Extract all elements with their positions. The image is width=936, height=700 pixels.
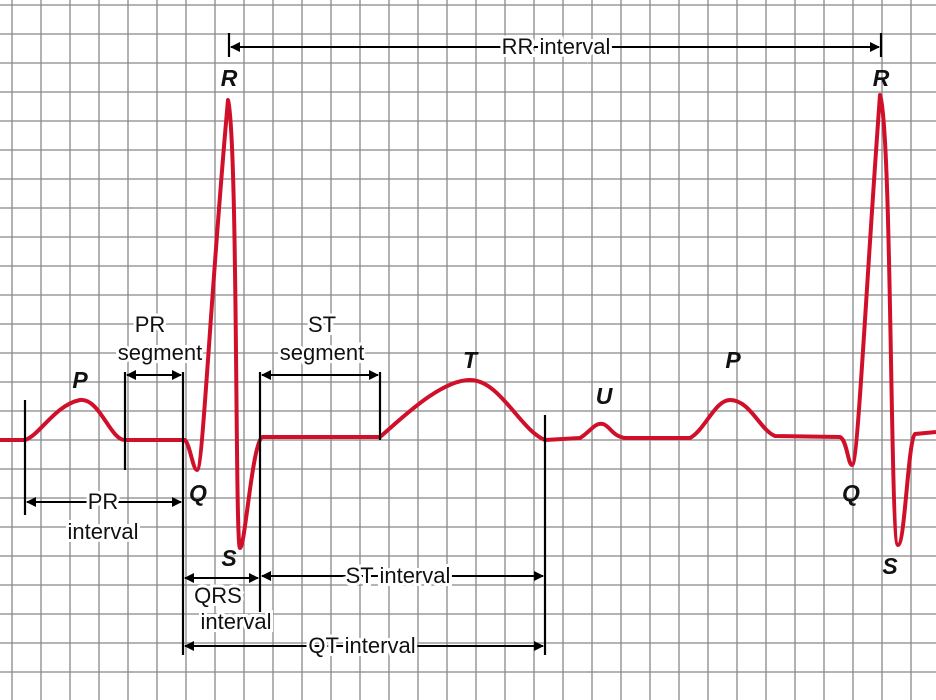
interval-label: ST [308, 312, 336, 337]
interval-label: QRS [194, 583, 242, 608]
interval-label: interval [201, 609, 272, 634]
wave-label: S [221, 545, 237, 571]
wave-label: Q [842, 480, 860, 506]
interval-label: QT interval [308, 633, 415, 658]
wave-label: U [596, 383, 614, 409]
interval-label: ST interval [346, 563, 451, 588]
wave-label: T [463, 347, 479, 373]
ecg-trace [0, 93, 936, 550]
wave-label: P [72, 367, 88, 393]
wave-label: R [873, 65, 890, 91]
wave-label: P [725, 347, 741, 373]
interval-label: segment [280, 340, 364, 365]
wave-label: R [221, 65, 238, 91]
interval-label: interval [68, 519, 139, 544]
markers [23, 33, 883, 655]
interval-label: PR [88, 489, 119, 514]
wave-label: Q [189, 480, 207, 506]
interval-label: PR [135, 312, 166, 337]
wave-label: S [882, 553, 898, 579]
interval-label: RR interval [502, 34, 611, 59]
interval-label: segment [118, 340, 202, 365]
